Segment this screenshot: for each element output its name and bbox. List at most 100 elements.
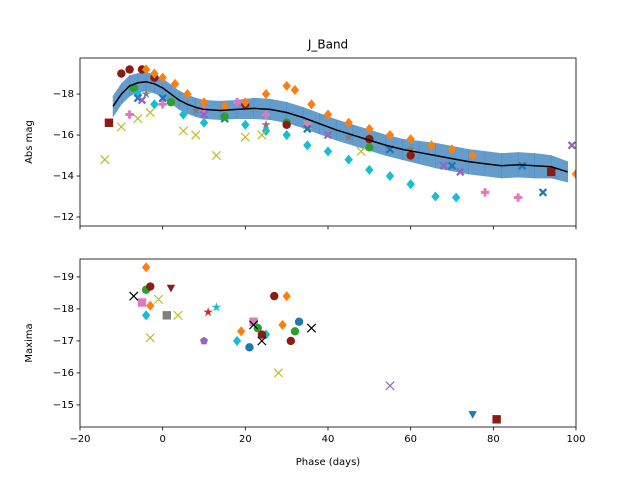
point: [356, 146, 366, 157]
x-tick-label: 20: [239, 434, 252, 445]
point: [306, 323, 317, 333]
point: [261, 89, 271, 100]
point: [303, 120, 312, 129]
point: [158, 100, 167, 109]
point: [480, 188, 490, 197]
point: [232, 98, 242, 107]
point: [199, 117, 209, 128]
x-tick-label: 40: [322, 434, 335, 445]
x-tick-label: 0: [159, 434, 165, 445]
point: [141, 89, 151, 99]
point: [270, 291, 279, 301]
y-tick-label: −17: [53, 336, 74, 347]
point: [162, 311, 171, 320]
point: [290, 327, 300, 336]
point: [220, 112, 229, 121]
point: [431, 191, 440, 202]
point: [133, 93, 143, 103]
y-tick-label: −16: [53, 368, 74, 379]
point: [492, 415, 501, 424]
axes: −18 −16 −14 −12 J_Band Abs mag: [24, 38, 577, 230]
point: [385, 129, 395, 141]
point: [129, 291, 139, 301]
point: [385, 381, 395, 391]
point: [191, 130, 201, 140]
point: [456, 167, 465, 177]
point: [538, 188, 548, 197]
point: [344, 154, 353, 165]
point: [447, 144, 457, 155]
point: [513, 193, 523, 202]
point: [447, 161, 457, 170]
point: [190, 105, 201, 115]
point: [240, 132, 250, 142]
point: [365, 143, 374, 152]
point: [439, 161, 448, 170]
point: [547, 167, 556, 177]
point: [104, 118, 114, 127]
point: [133, 89, 143, 100]
point: [145, 333, 155, 343]
point: [323, 109, 333, 120]
x-tick-label: 80: [487, 434, 500, 445]
point: [249, 317, 258, 326]
point: [282, 80, 291, 91]
x-tick-label: −20: [69, 434, 90, 445]
point: [146, 282, 155, 291]
point: [137, 298, 147, 307]
point: [405, 144, 416, 154]
point: [100, 154, 110, 165]
point: [166, 284, 176, 293]
point: [385, 170, 395, 182]
point: [117, 69, 126, 78]
y-tick-label: −18: [53, 89, 74, 100]
point: [468, 150, 477, 161]
point: [145, 107, 155, 118]
point: [153, 294, 164, 304]
y-tick-label: −19: [53, 272, 74, 283]
point: [282, 291, 291, 302]
point: [220, 101, 229, 112]
point: [257, 336, 267, 346]
point: [141, 262, 151, 273]
point: [211, 150, 222, 161]
point: [179, 109, 188, 120]
point: [282, 120, 291, 129]
point: [253, 323, 262, 333]
point: [344, 117, 353, 128]
point: [294, 317, 304, 326]
point: [406, 151, 415, 160]
point: [237, 326, 246, 337]
point: [199, 97, 209, 108]
point: [150, 99, 159, 110]
point: [257, 130, 267, 140]
point: [571, 168, 576, 180]
point: [241, 97, 250, 108]
plot-area: [100, 64, 576, 203]
point: [150, 68, 159, 79]
x-tick-label: 60: [404, 434, 417, 445]
point: [343, 132, 354, 142]
point: [303, 140, 312, 151]
point: [137, 96, 147, 105]
point: [183, 89, 192, 100]
point: [451, 192, 461, 203]
point: [158, 72, 167, 83]
x-axis-label: Phase (days): [296, 457, 361, 468]
point: [133, 114, 143, 124]
point: [173, 310, 183, 320]
point: [141, 310, 151, 321]
point: [211, 302, 222, 312]
point: [273, 368, 284, 378]
point: [406, 179, 415, 190]
point: [166, 98, 176, 107]
point: [307, 99, 316, 110]
point: [125, 110, 134, 119]
plot-area: [129, 262, 501, 424]
point: [141, 64, 151, 75]
point: [199, 110, 209, 119]
point: [567, 141, 576, 150]
point: [286, 336, 295, 346]
